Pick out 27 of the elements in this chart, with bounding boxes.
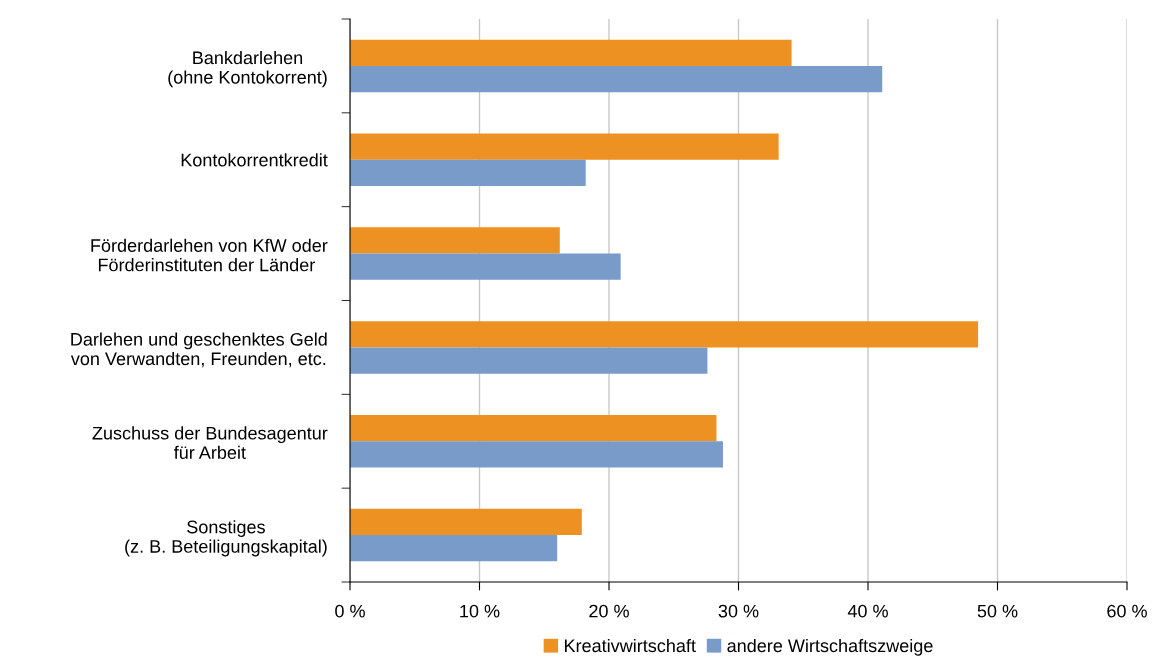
y-tick-label: Förderdarlehen von KfW oder Förderinstituten der Länder xyxy=(91,238,328,272)
x-tick-label: 50 % xyxy=(977,604,1018,618)
bar xyxy=(350,227,560,254)
bar xyxy=(350,414,717,442)
legend-label: andere Wirtschaftszweige xyxy=(727,638,933,656)
bar xyxy=(350,133,779,160)
y-tick-label: Darlehen und geschenktes Geld von Verwandten, Freunden, etc. xyxy=(70,332,327,368)
bar xyxy=(350,253,621,280)
y-tick-label: Zuschuss der Bundesagentur für Arbeit xyxy=(92,426,328,459)
y-tick-label: Sonstiges (z. B. Beteiligungskapital) xyxy=(125,520,327,557)
x-tick-label: 10 % xyxy=(460,604,500,618)
legend-label: Kreativwirtschaft xyxy=(564,638,696,653)
bar xyxy=(350,535,558,562)
bar xyxy=(350,65,883,93)
x-tick-label: 20 % xyxy=(589,604,629,618)
bar xyxy=(350,441,723,468)
bar xyxy=(350,347,708,374)
x-tick-label: 30 % xyxy=(718,604,759,618)
x-tick-label: 0 % xyxy=(335,604,365,618)
x-tick-label: 40 % xyxy=(847,604,888,618)
y-tick-label: Bankdarlehen (ohne Kontokorrent) xyxy=(168,50,327,88)
x-tick-label: 60 % xyxy=(1107,604,1147,618)
bar xyxy=(350,39,792,66)
bar xyxy=(350,321,979,348)
bar xyxy=(350,508,582,536)
bar xyxy=(350,159,586,187)
y-tick-label: Kontokorrentkredit xyxy=(181,153,328,167)
